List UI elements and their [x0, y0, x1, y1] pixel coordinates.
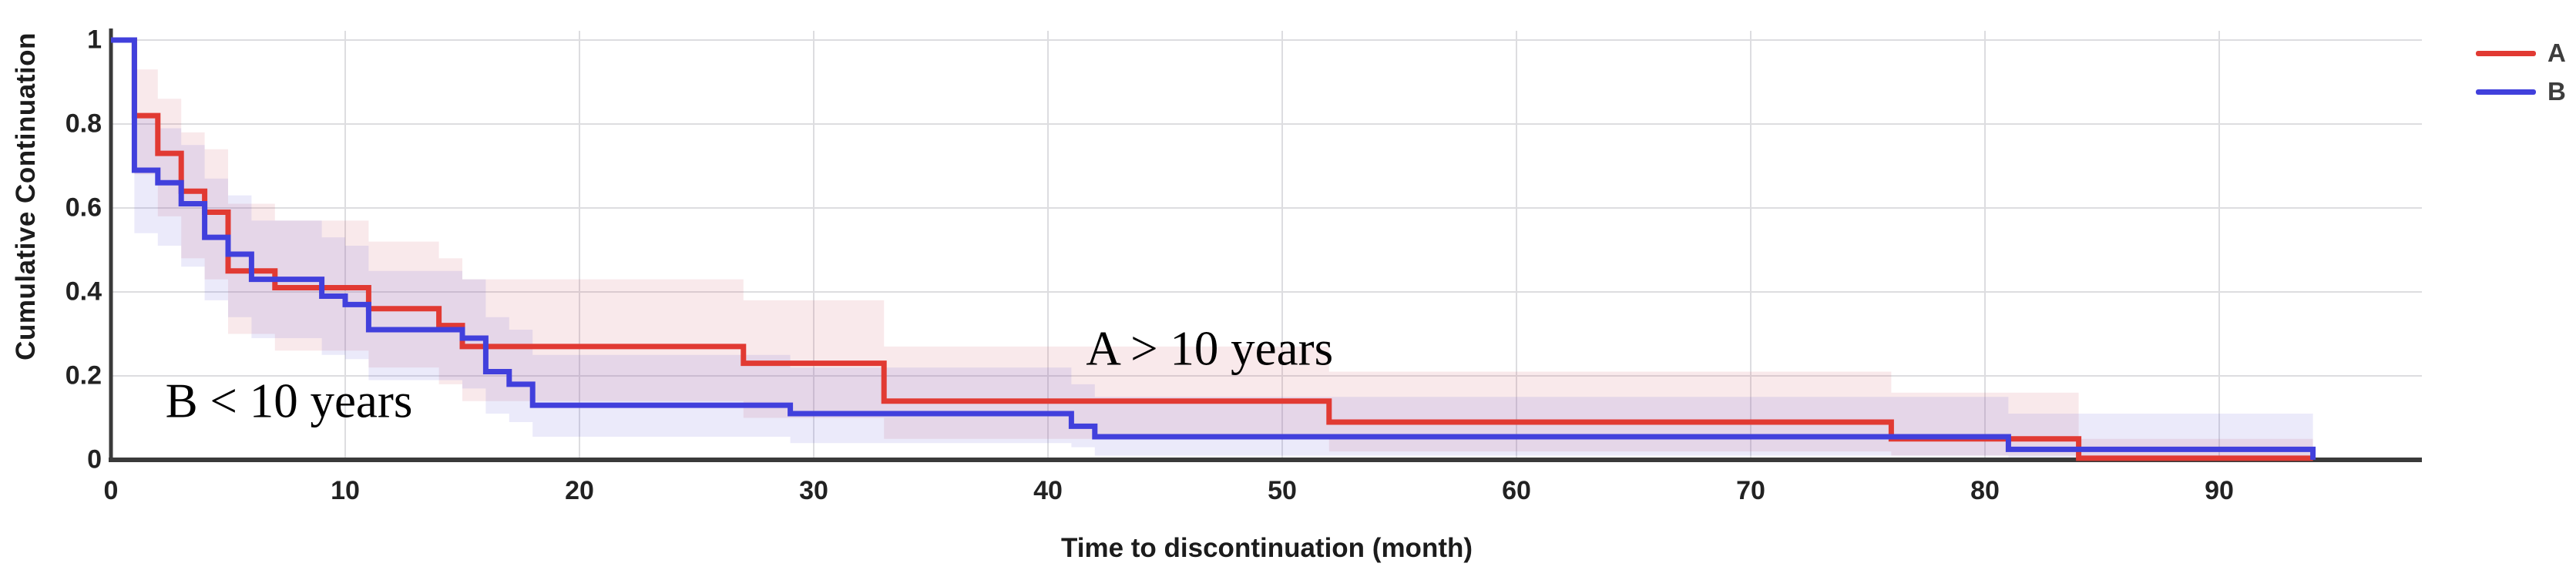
y-tick-label: 0.6: [65, 193, 102, 223]
legend-label-b: B: [2547, 77, 2566, 106]
y-tick-label: 0.8: [65, 109, 102, 139]
legend-item-b: B: [2476, 72, 2566, 111]
series-b-line-swatch: [2476, 89, 2536, 95]
y-tick-label: 0.2: [65, 360, 102, 391]
x-tick-label: 50: [1268, 476, 1297, 505]
x-tick-label: 80: [1970, 476, 2000, 505]
series-b-confidence-band: [134, 116, 2313, 460]
legend: A B: [2476, 34, 2566, 111]
x-tick-label: 20: [565, 476, 594, 505]
x-tick-label: 90: [2205, 476, 2234, 505]
series-b-curve: [111, 37, 2316, 460]
series-a-confidence-band: [134, 69, 2313, 461]
x-tick-label: 40: [1033, 476, 1063, 505]
x-tick-label: 70: [1736, 476, 1765, 505]
annotation-a-greater-than-10-years: A > 10 years: [1086, 321, 1334, 376]
x-axis-title: Time to discontinuation (month): [1060, 533, 1473, 563]
x-tick-label: 0: [103, 476, 119, 505]
x-tick-label: 30: [799, 476, 828, 505]
legend-label-a: A: [2547, 39, 2566, 67]
x-tick-label: 60: [1502, 476, 1531, 505]
series-a-line-swatch: [2476, 50, 2536, 56]
legend-item-a: A: [2476, 34, 2566, 72]
annotation-b-less-than-10-years: B < 10 years: [165, 374, 413, 428]
series-a-curve: [111, 37, 2313, 461]
y-tick-label: 1: [87, 25, 102, 55]
y-tick-label: 0: [87, 444, 102, 474]
y-tick-label: 0.4: [65, 277, 102, 307]
x-tick-label: 10: [331, 476, 360, 505]
